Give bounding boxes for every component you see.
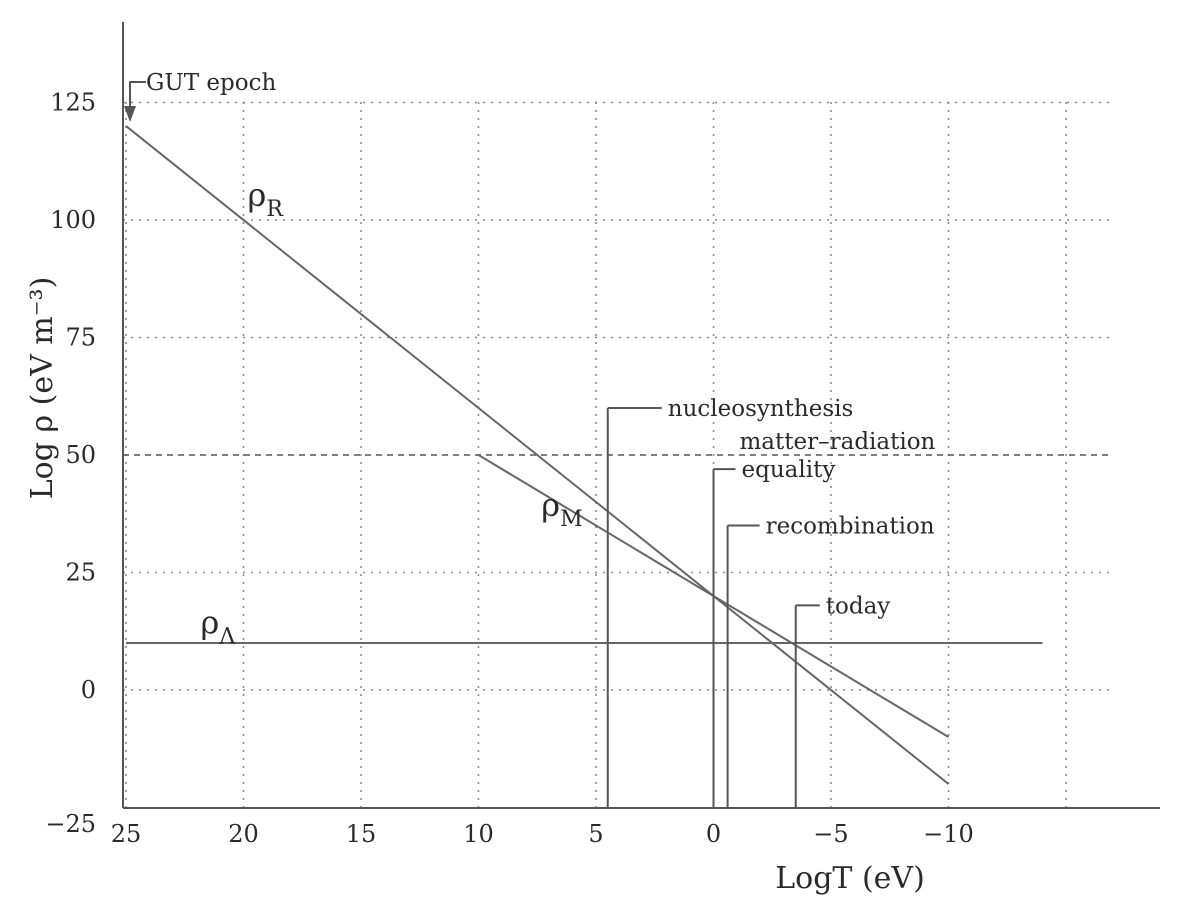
x-tick-label: −5 — [813, 820, 848, 848]
y-tick-label: 25 — [65, 559, 96, 587]
y-tick-label: 125 — [50, 89, 96, 117]
y-tick-label: 0 — [81, 676, 96, 704]
series-label: ρM — [541, 486, 582, 532]
y-tick-label: 100 — [50, 206, 96, 234]
arrow-annotation-label: GUT epoch — [146, 70, 276, 96]
axes — [122, 22, 1160, 809]
x-tick-label: 20 — [228, 820, 259, 848]
y-tick-labels: −25 0 25 50 75 100 125 — [45, 89, 96, 839]
x-tick-label: 0 — [706, 820, 721, 848]
x-tick-label: 25 — [111, 820, 142, 848]
y-axis-title: Log ρ (eV m⁻³) — [25, 277, 60, 500]
series-label: ρR — [248, 176, 285, 222]
marker-label-line1: matter–radiation — [740, 429, 936, 455]
series-label: ρΛ — [201, 604, 237, 650]
y-tick-label: 50 — [65, 441, 96, 469]
x-tick-label: 5 — [588, 820, 603, 848]
marker-label-line2: equality — [742, 457, 836, 483]
marker-label: recombination — [766, 514, 935, 540]
marker-label: today — [826, 593, 891, 619]
y-tick-label: −25 — [45, 810, 96, 838]
x-tick-label: 10 — [463, 820, 494, 848]
x-axis-title: LogT (eV) — [775, 861, 925, 896]
series-line-1 — [125, 125, 950, 785]
arrow-head-icon — [124, 106, 136, 122]
marker-label: nucleosynthesis — [668, 396, 854, 422]
y-tick-label: 75 — [65, 324, 96, 352]
x-tick-labels: 25 20 15 10 5 0 −5 −10 — [111, 820, 974, 848]
arrow-annotation-group: GUT epoch — [124, 70, 276, 122]
x-tick-label: −10 — [923, 820, 974, 848]
x-tick-label: 15 — [346, 820, 377, 848]
